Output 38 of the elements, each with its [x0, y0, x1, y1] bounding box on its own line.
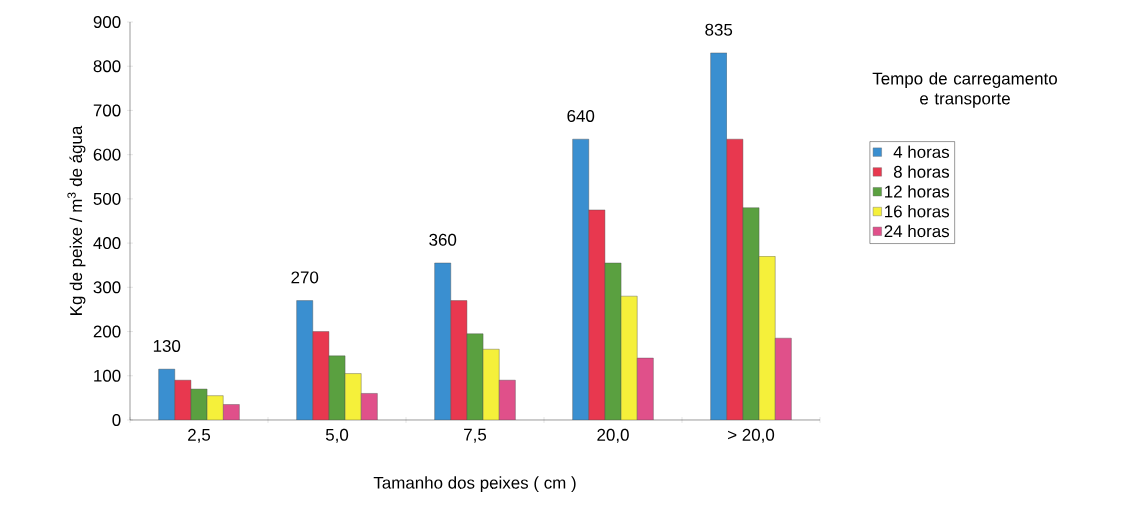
- bar: [588, 209, 606, 420]
- bar: [775, 337, 792, 420]
- bar: [312, 331, 330, 420]
- annotation: 835: [705, 23, 733, 36]
- x-tick-label: 20,0: [597, 428, 629, 443]
- annotation: 130: [153, 339, 181, 352]
- bar: [758, 256, 776, 420]
- y-tick-label: 800: [93, 60, 121, 73]
- bar: [344, 373, 362, 420]
- y-tick-label: 0: [112, 413, 121, 426]
- bar: [620, 295, 638, 420]
- x-tick-label: 2,5: [188, 428, 211, 443]
- bar: [450, 300, 468, 420]
- annotation: 360: [429, 233, 457, 246]
- x-tick-label: 5,0: [325, 428, 349, 443]
- y-tick-label: 300: [93, 281, 121, 294]
- annotation: 640: [567, 109, 595, 122]
- legend-label: 16 horas: [885, 204, 950, 218]
- x-tick-label: > 20,0: [728, 428, 775, 443]
- bar: [482, 349, 500, 420]
- x-tick-label: 7,5: [464, 428, 487, 443]
- y-tick-label: 900: [93, 15, 121, 28]
- legend-title: Tempo de carregamento e transporte: [872, 72, 1057, 108]
- y-tick-label: 200: [93, 325, 121, 338]
- y-tick-label: 600: [93, 148, 121, 161]
- y-tick-label: 100: [94, 369, 121, 382]
- bar: [637, 357, 654, 420]
- y-tick-label: 700: [93, 104, 121, 117]
- legend-label: 4 horas: [893, 145, 950, 159]
- annotation: 270: [291, 271, 319, 284]
- legend-label: 8 horas: [893, 165, 950, 178]
- legend-label: 24 horas: [884, 224, 950, 238]
- y-tick-label: 400: [93, 237, 121, 250]
- bar: [726, 138, 744, 420]
- y-axis-title: Kg de peixe / m$^{3}$ de água: [67, 125, 86, 315]
- legend-label: 12 horas: [885, 185, 950, 198]
- x-axis-title: Tamanho dos peixes ( cm ): [373, 476, 576, 493]
- y-tick-label: 500: [93, 192, 121, 205]
